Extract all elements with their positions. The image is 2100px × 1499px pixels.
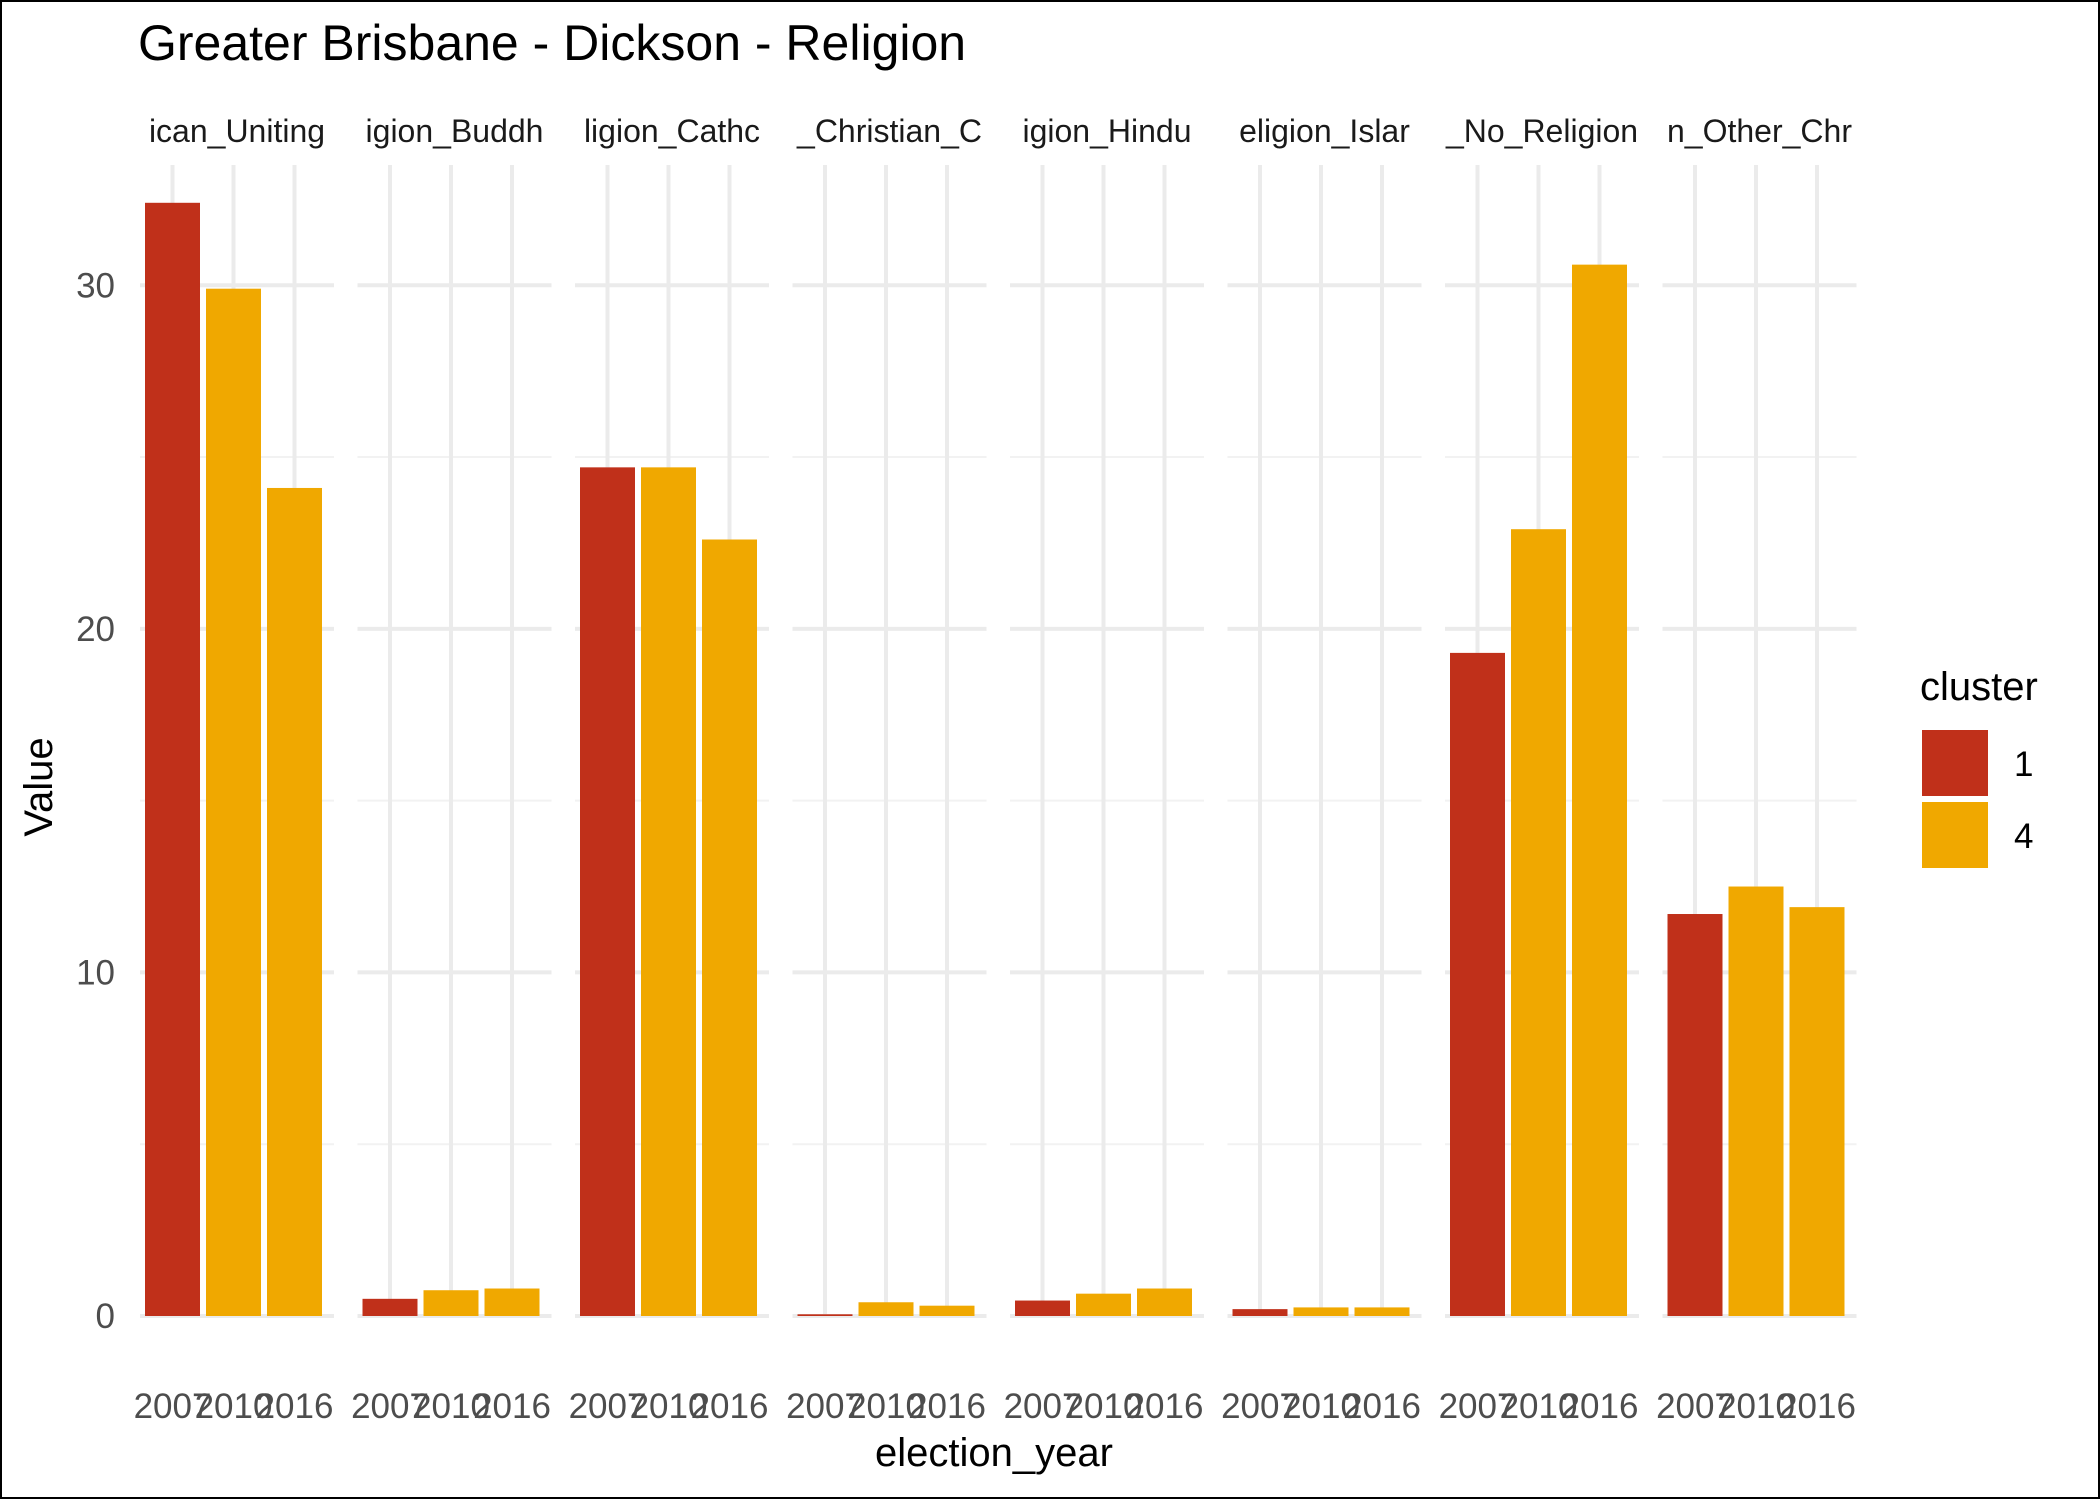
y-axis: 0 10 20 30 [76,266,115,1336]
x-tick-label: 2016 [1126,1387,1204,1426]
bar [580,467,635,1316]
facet-strip-label: ligion_Cathc [584,113,760,149]
legend-label: 1 [2014,745,2033,784]
y-axis-title: Value [17,737,61,836]
facet-strip-label: eligion_Islar [1239,113,1410,149]
x-tick-label: 2010 [847,1387,925,1426]
x-tick-label: 2007 [1004,1387,1082,1426]
facet-strip-label: ican_Uniting [149,113,325,149]
x-tick-label: 2007 [351,1387,429,1426]
bar [1232,1309,1288,1316]
y-tick-label: 0 [96,1297,115,1336]
bar [797,1314,853,1316]
y-tick-label: 30 [76,266,115,305]
x-tick-label: 2010 [412,1387,490,1426]
bar [1728,886,1784,1316]
facet-strip-label: igion_Buddh [366,113,544,149]
x-tick-label: 2007 [786,1387,864,1426]
x-tick-label: 2007 [1439,1387,1517,1426]
bar [484,1288,540,1316]
facet-strip-label: _Christian_C [796,113,982,149]
bar [641,467,696,1316]
x-tick-label: 2016 [1778,1387,1856,1426]
x-tick-label: 2007 [1656,1387,1734,1426]
x-tick-label: 2016 [256,1387,334,1426]
x-tick-label: 2016 [691,1387,769,1426]
bar [1572,264,1627,1316]
y-tick-label: 20 [76,610,115,649]
bar [1667,914,1723,1316]
bar [1511,529,1566,1316]
bar [206,288,261,1316]
facet-panels: ican_Uniting200720102016igion_Buddh20072… [134,113,1857,1426]
bar [1293,1307,1349,1316]
bar [1789,907,1845,1316]
x-tick-label: 2010 [630,1387,708,1426]
x-tick-label: 2007 [569,1387,647,1426]
bar [858,1302,914,1316]
bar [1076,1293,1131,1316]
legend-key [1922,802,1988,868]
x-tick-label: 2016 [1561,1387,1639,1426]
x-tick-label: 2016 [908,1387,986,1426]
x-tick-label: 2007 [134,1387,212,1426]
facet-strip-label: n_Other_Chr [1667,113,1852,149]
bar [1450,652,1505,1316]
x-tick-label: 2007 [1221,1387,1299,1426]
x-tick-label: 2010 [1282,1387,1360,1426]
x-tick-label: 2010 [1717,1387,1795,1426]
y-tick-label: 10 [76,953,115,992]
facet-strip-label: _No_Religion [1445,113,1638,149]
x-tick-label: 2010 [1500,1387,1578,1426]
bar [1354,1307,1410,1316]
legend-key [1922,730,1988,796]
x-tick-label: 2016 [1343,1387,1421,1426]
bar [145,202,200,1316]
legend-title: cluster [1920,665,2038,709]
x-tick-label: 2016 [473,1387,551,1426]
facet-strip-label: igion_Hindu [1022,113,1191,149]
legend: cluster 1 4 [1920,665,2038,868]
x-axis-title: election_year [875,1431,1113,1475]
legend-label: 4 [2014,817,2033,856]
x-tick-label: 2010 [195,1387,273,1426]
bar [362,1298,418,1316]
x-tick-label: 2010 [1065,1387,1143,1426]
chart-title: Greater Brisbane - Dickson - Religion [138,15,966,71]
bar [1137,1288,1192,1316]
bar [267,487,322,1316]
bar [1015,1300,1070,1316]
bar [423,1290,479,1316]
bar [702,539,757,1316]
bar [919,1305,975,1316]
